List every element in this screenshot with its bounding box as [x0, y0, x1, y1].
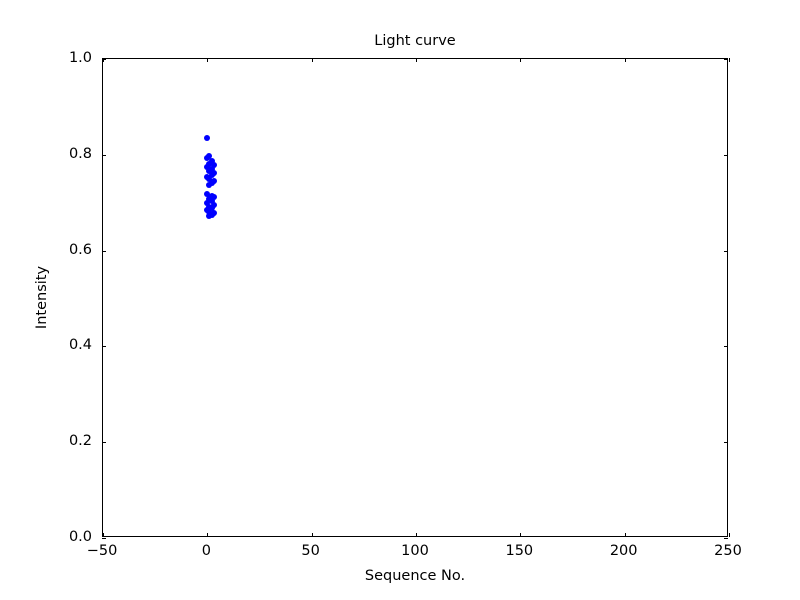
y-tick-label: 0.8 [68, 145, 92, 162]
data-point [204, 190, 211, 197]
y-tick-label: 0.2 [68, 433, 92, 450]
x-tick-label: 150 [505, 543, 534, 559]
x-axis-label: Sequence No. [364, 568, 466, 584]
y-tick-mark [102, 59, 106, 60]
y-axis-label: Intensity [34, 265, 50, 330]
x-tick-label: −50 [86, 543, 118, 559]
plot-area [102, 58, 730, 539]
x-tick-label: 0 [201, 543, 211, 559]
y-tick-label: 0.0 [68, 529, 92, 545]
data-point [208, 205, 215, 212]
y-tick-mark [724, 250, 728, 252]
y-tick-mark [102, 346, 106, 348]
x-tick-mark [729, 58, 730, 62]
x-tick-mark [729, 533, 730, 537]
data-point [206, 160, 213, 167]
x-tick-mark [207, 533, 209, 537]
data-point [206, 181, 213, 188]
data-point [206, 168, 213, 175]
data-point [204, 164, 211, 171]
x-tick-mark [103, 533, 104, 537]
y-tick-mark [724, 346, 728, 348]
y-tick-label: 1.0 [68, 50, 92, 66]
x-tick-label: 100 [401, 543, 429, 559]
data-point [204, 155, 211, 162]
x-tick-mark [207, 58, 209, 62]
data-point [208, 171, 215, 178]
x-tick-mark [624, 58, 626, 62]
y-tick-label: 0.4 [68, 337, 92, 354]
y-tick-mark [724, 442, 728, 444]
x-tick-mark [520, 58, 522, 62]
x-tick-label: 50 [301, 543, 320, 559]
y-tick-mark [102, 250, 106, 252]
x-tick-mark [624, 533, 626, 537]
data-point [210, 161, 217, 168]
x-tick-mark [416, 533, 417, 537]
y-tick-mark [724, 59, 728, 60]
page-title: Light curve [374, 33, 456, 49]
y-tick-mark [724, 154, 728, 156]
data-point [210, 201, 217, 208]
x-tick-label: 250 [714, 543, 742, 559]
scatter-series-layer [103, 59, 727, 536]
y-tick-mark [724, 538, 728, 539]
data-point [208, 157, 215, 164]
x-tick-label: 200 [609, 543, 638, 559]
x-tick-mark [520, 533, 522, 537]
y-tick-label: 0.6 [68, 241, 92, 258]
x-tick-mark [103, 58, 104, 62]
data-point [208, 198, 215, 205]
x-tick-mark [416, 58, 417, 62]
y-tick-mark [102, 538, 106, 539]
data-point [210, 194, 217, 201]
data-point [204, 135, 211, 142]
x-tick-mark [311, 533, 313, 537]
data-point [206, 176, 213, 183]
data-point [204, 200, 211, 207]
data-point [206, 213, 213, 220]
y-tick-mark [102, 442, 106, 444]
y-tick-mark [102, 154, 106, 156]
x-tick-mark [311, 58, 313, 62]
